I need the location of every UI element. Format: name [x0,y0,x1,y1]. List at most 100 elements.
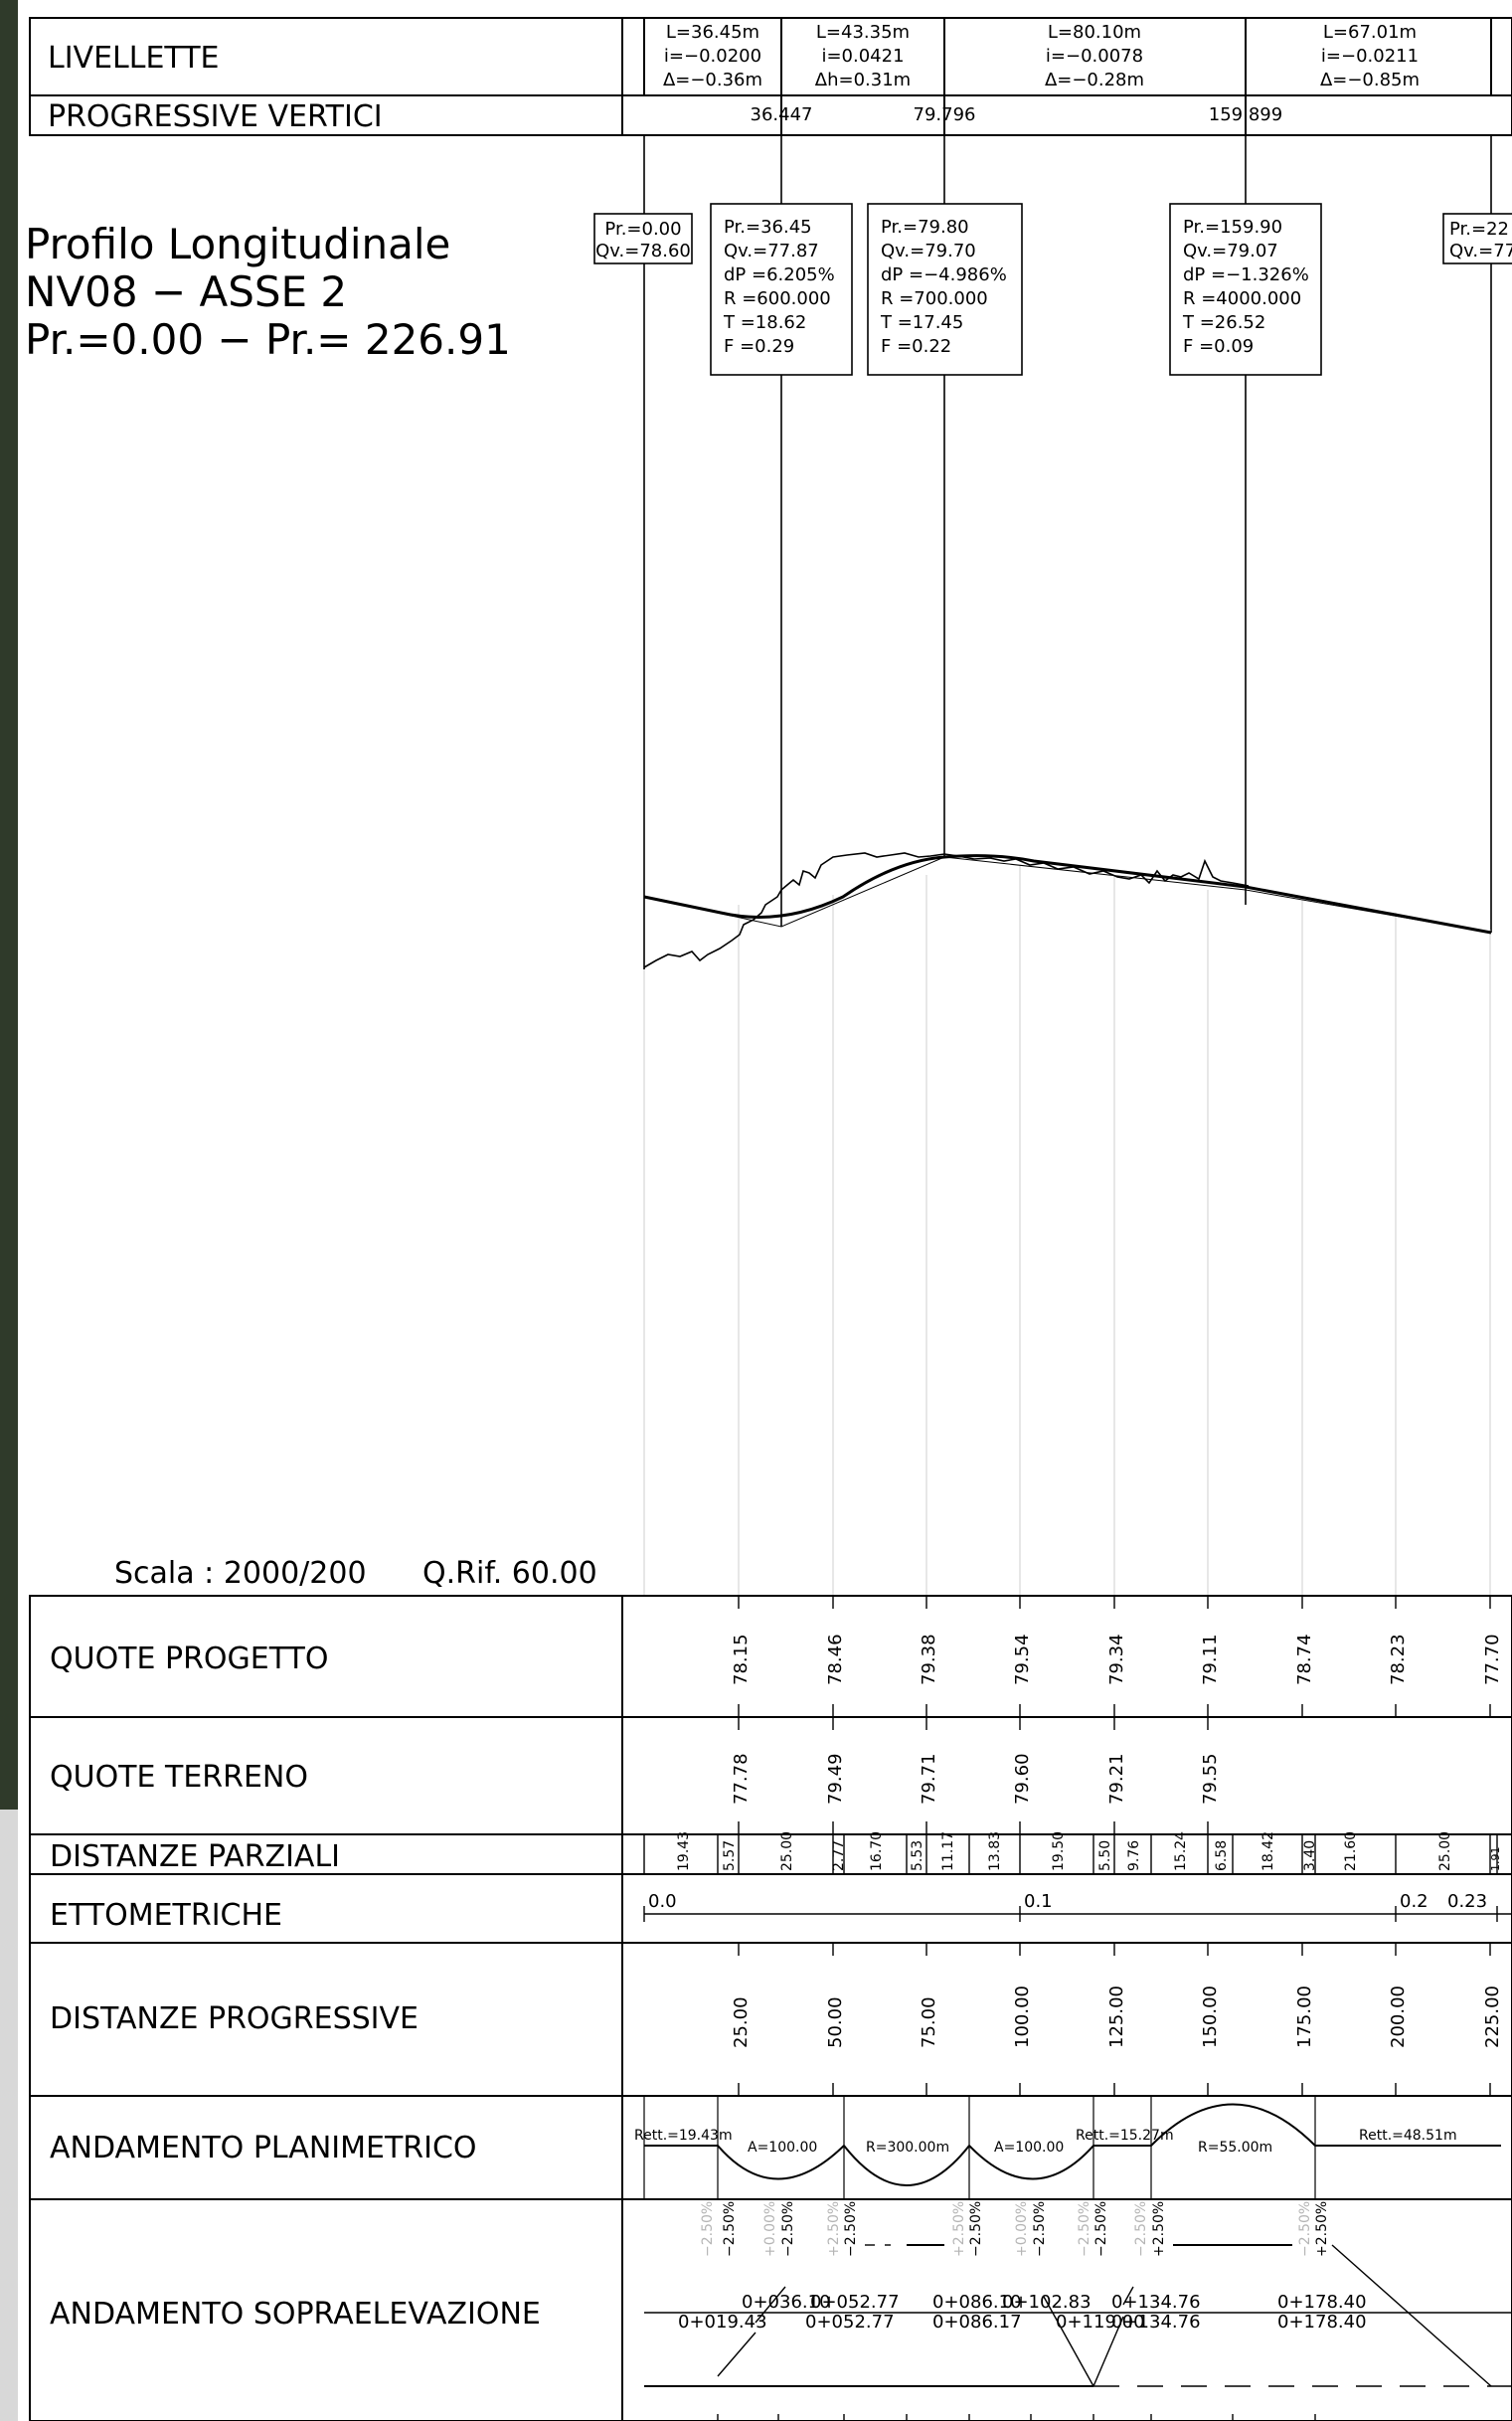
terrain-line [643,852,1250,968]
circular-arc-55 [1150,2103,1501,2147]
svg-text:R =600.000: R =600.000 [724,288,831,309]
svg-text:Qv.=79.07: Qv.=79.07 [1183,241,1278,261]
livelletta-1-length: L=36.45m [666,22,759,43]
scale-label: Scala : 2000/200 [114,1556,367,1591]
svg-text:−2.50%: −2.50% [1032,2201,1048,2257]
svg-text:Rett.=19.43m: Rett.=19.43m [634,2128,733,2144]
svg-text:R=300.00m: R=300.00m [866,2140,949,2156]
svg-text:Pr.=0.00: Pr.=0.00 [604,219,681,240]
svg-text:6.58: 6.58 [1214,1840,1230,1871]
svg-text:225.00: 225.00 [1482,1986,1503,2048]
svg-text:1.91: 1.91 [1489,1847,1502,1872]
svg-text:75.00: 75.00 [919,1996,939,2048]
svg-text:125.00: 125.00 [1106,1986,1127,2048]
svg-text:−2.50%: −2.50% [1297,2201,1313,2257]
livelletta-1-slope: i=−0.0200 [664,46,761,67]
svg-text:79.11: 79.11 [1200,1634,1221,1685]
svg-text:25.00: 25.00 [779,1831,795,1871]
livelletta-2-slope: i=0.0421 [821,46,904,67]
distanze-parziali-values: 19.43 5.57 25.00 2.77 16.70 5.53 11.17 1… [676,1831,1502,1871]
rett-and-clothoid-1 [644,2145,845,2180]
svg-text:Rett.=15.27m: Rett.=15.27m [1076,2128,1174,2144]
svg-text:200.00: 200.00 [1388,1986,1409,2048]
header-table [29,17,1512,136]
livelletta-2-length: L=43.35m [816,22,910,43]
svg-text:78.74: 78.74 [1294,1634,1315,1685]
svg-text:16.70: 16.70 [869,1831,885,1871]
svg-text:−2.50%: −2.50% [968,2201,984,2257]
svg-text:−2.50%: −2.50% [1093,2201,1109,2257]
drawing-title: Profilo Longitudinale NV08 − ASSE 2 Pr.=… [25,220,511,364]
design-profile-line [643,854,1492,935]
data-table-grid [29,1595,1512,2421]
svg-text:Qv.=79.70: Qv.=79.70 [881,241,976,261]
table-row-labels: QUOTE PROGETTO QUOTE TERRENO DISTANZE PA… [50,1642,541,2332]
svg-text:0+102.83: 0+102.83 [1002,2292,1092,2313]
livelletta-1-delta: Δ=−0.36m [663,70,762,90]
vertex-box-2: Pr.=36.45 Qv.=77.87 dP =6.205% R =600.00… [710,203,853,376]
reference-elevation-label: Q.Rif. 60.00 [422,1556,597,1591]
svg-text:dP =−4.986%: dP =−4.986% [881,264,1007,285]
title-line-3: Pr.=0.00 − Pr.= 226.91 [25,315,511,364]
svg-text:50.00: 50.00 [825,1996,846,2048]
livelletta-3-length: L=80.10m [1048,22,1141,43]
svg-text:15.24: 15.24 [1173,1831,1189,1871]
distanze-progressive-ticks [738,1943,1491,2096]
svg-text:Qv.=77: Qv.=77 [1449,241,1512,261]
svg-text:A=100.00: A=100.00 [748,2140,817,2156]
livelletta-3-delta: Δ=−0.28m [1045,70,1144,90]
svg-text:0.0: 0.0 [648,1891,677,1912]
svg-text:−2.50%: −2.50% [780,2201,796,2257]
svg-text:0+019.43: 0+019.43 [678,2312,767,2333]
vertex-box-3: Pr.=79.80 Qv.=79.70 dP =−4.986% R =700.0… [867,203,1023,376]
svg-text:78.46: 78.46 [825,1634,846,1685]
clothoid-2 [968,2145,1151,2180]
sopraelevazione-diagram [644,2244,1512,2387]
svg-text:+0.00%: +0.00% [762,2201,778,2257]
svg-text:−2.50%: −2.50% [700,2201,716,2257]
svg-text:0+119.00: 0+119.00 [1056,2312,1145,2333]
ettometriche-values: 0.0 0.1 0.2 0.23 [648,1891,1487,1912]
profile-lines [643,852,1492,968]
svg-text:−2.50%: −2.50% [722,2201,738,2257]
svg-text:+0.00%: +0.00% [1014,2201,1030,2257]
svg-text:−2.50%: −2.50% [843,2201,859,2257]
svg-text:77.70: 77.70 [1482,1634,1503,1685]
vertex-box-1: Pr.=0.00 Qv.=78.60 [593,213,693,264]
svg-text:R=55.00m: R=55.00m [1198,2140,1272,2156]
label-distanze-progressive: DISTANZE PROGRESSIVE [50,2001,419,2036]
label-quote-progetto: QUOTE PROGETTO [50,1642,329,1676]
livellette-label: LIVELLETTE [48,41,220,76]
livellette-values: L=36.45m i=−0.0200 Δ=−0.36m L=43.35m i=0… [663,22,1420,90]
svg-text:F =0.29: F =0.29 [724,336,794,357]
svg-text:0+052.77: 0+052.77 [810,2292,900,2313]
svg-text:13.83: 13.83 [987,1831,1003,1871]
label-quote-terreno: QUOTE TERRENO [50,1760,308,1795]
vertex-station-2: 79.796 [914,104,976,125]
quote-terreno-ticks [738,1717,1209,1834]
svg-text:175.00: 175.00 [1294,1986,1315,2048]
title-line-2: NV08 − ASSE 2 [25,267,347,316]
planimetrico-diagram [643,2096,1501,2199]
svg-text:Pr.=159.90: Pr.=159.90 [1183,217,1282,238]
bottom-ticks [717,2414,1316,2421]
svg-text:79.71: 79.71 [919,1753,939,1805]
svg-text:150.00: 150.00 [1200,1986,1221,2048]
svg-text:79.38: 79.38 [919,1634,939,1685]
quote-progetto-values: 78.15 78.46 79.38 79.54 79.34 79.11 78.7… [731,1634,1503,1685]
svg-text:0+178.40: 0+178.40 [1277,2312,1367,2333]
distanze-parziali-dividers [643,1834,1498,1874]
sidebar-strip [0,0,18,1810]
sopraelevazione-stations: 0+036.10 0+052.77 0+086.10 0+102.83 0+13… [678,2292,1367,2333]
svg-text:5.53: 5.53 [910,1840,925,1871]
livelletta-4-length: L=67.01m [1323,22,1417,43]
svg-text:25.00: 25.00 [1437,1831,1453,1871]
svg-text:+2.50%: +2.50% [826,2201,842,2257]
svg-text:0+086.17: 0+086.17 [932,2312,1022,2333]
station-gridlines [643,865,1491,1596]
svg-text:5.57: 5.57 [722,1840,738,1871]
label-ettometriche: ETTOMETRICHE [50,1898,282,1933]
title-line-1: Profilo Longitudinale [25,220,450,268]
svg-text:+2.50%: +2.50% [951,2201,967,2257]
